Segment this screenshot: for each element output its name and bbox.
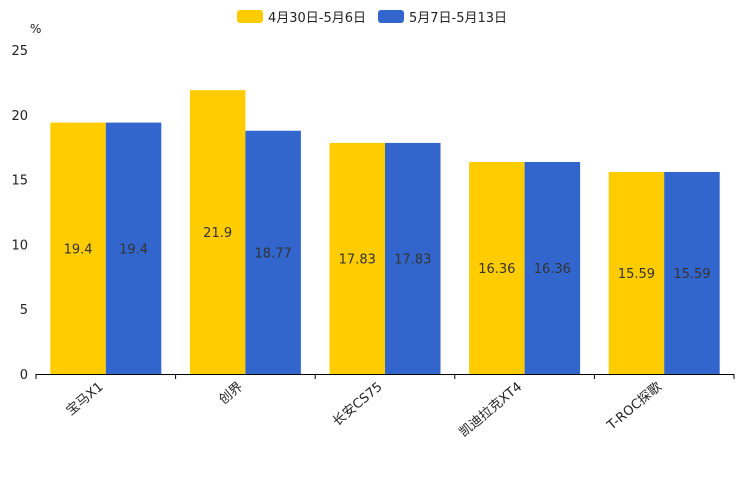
x-tick-label: 长安CS75 bbox=[330, 380, 386, 430]
x-tick-label: 凯迪拉克XT4 bbox=[457, 380, 526, 441]
x-tick-label: 宝马X1 bbox=[64, 380, 107, 419]
bar-2-5 bbox=[664, 171, 720, 374]
bar-1-5 bbox=[608, 171, 665, 374]
legend-item-series-1[interactable]: 4月30日-5月6日 bbox=[236, 7, 366, 26]
bar-2-4 bbox=[524, 161, 581, 374]
y-tick-label: 20 bbox=[11, 109, 28, 124]
bar-1-3 bbox=[329, 142, 385, 374]
y-tick-label: 25 bbox=[11, 44, 28, 59]
x-tick-label: 创界 bbox=[216, 380, 246, 408]
legend: 4月30日-5月6日 5月7日-5月13日 bbox=[0, 7, 744, 26]
data-label-2-1: 19.4 bbox=[119, 242, 148, 257]
legend-label-series-1: 4月30日-5月6日 bbox=[267, 11, 366, 26]
legend-swatch-series-2 bbox=[378, 10, 404, 23]
legend-label-series-2: 5月7日-5月13日 bbox=[409, 11, 508, 26]
bar-1-2 bbox=[189, 90, 246, 375]
bar-2-1 bbox=[105, 122, 162, 375]
y-tick-label: 5 bbox=[20, 303, 28, 318]
data-label-2-3: 17.83 bbox=[394, 252, 431, 267]
data-label-1-5: 15.59 bbox=[618, 267, 655, 282]
data-label-2-4: 16.36 bbox=[534, 262, 571, 277]
bar-2-2 bbox=[245, 130, 301, 374]
data-label-1-1: 19.4 bbox=[64, 242, 93, 257]
data-label-1-4: 16.36 bbox=[478, 262, 515, 277]
y-axis-unit: % bbox=[30, 22, 42, 36]
data-label-2-2: 18.77 bbox=[255, 246, 292, 261]
legend-swatch-series-1 bbox=[236, 10, 263, 23]
data-label-2-5: 15.59 bbox=[673, 267, 710, 282]
y-tick-label: 10 bbox=[11, 238, 28, 253]
bar-1-1 bbox=[50, 122, 106, 375]
bar-1-4 bbox=[469, 161, 525, 374]
data-label-1-2: 21.9 bbox=[203, 226, 232, 241]
bar-2-3 bbox=[385, 142, 441, 374]
x-tick-label: T-ROC探歌 bbox=[604, 380, 665, 434]
y-tick-label: 15 bbox=[11, 174, 28, 189]
data-label-1-3: 17.83 bbox=[339, 252, 376, 267]
y-tick-label: 0 bbox=[20, 368, 28, 383]
legend-item-series-2[interactable]: 5月7日-5月13日 bbox=[378, 7, 507, 26]
